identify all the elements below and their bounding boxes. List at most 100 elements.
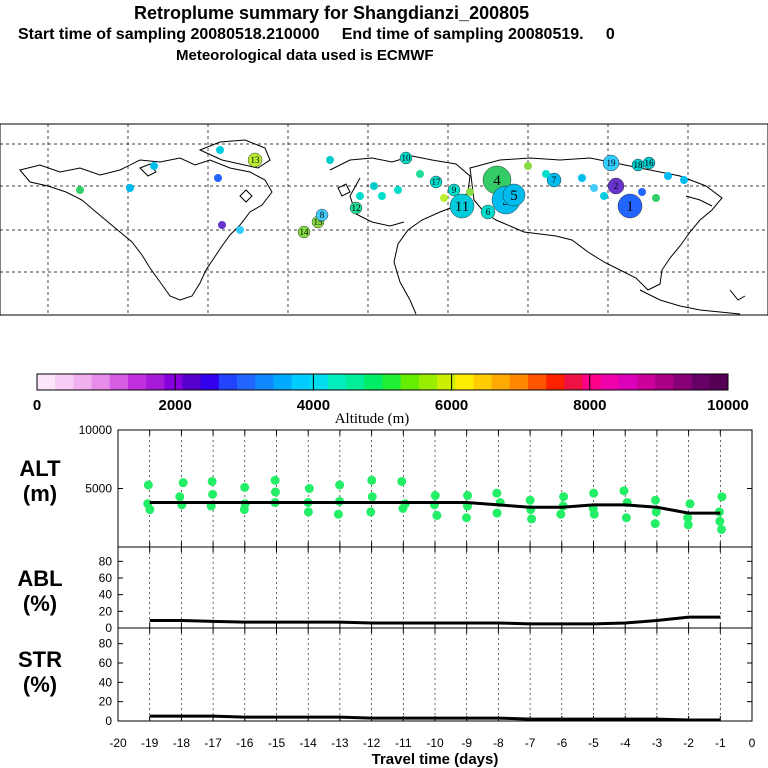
plume-label: 16 — [645, 158, 655, 168]
x-tick-label: -2 — [683, 736, 694, 750]
colorbar-swatch — [601, 374, 620, 390]
scatter-point — [367, 476, 376, 485]
scatter-point — [304, 507, 313, 516]
colorbar-swatch — [564, 374, 583, 390]
scatter-point — [366, 507, 375, 516]
panel-frame — [118, 430, 752, 547]
scatter-point — [619, 486, 628, 495]
scatter-point — [431, 491, 440, 500]
x-tick-label: -3 — [652, 736, 663, 750]
colorbar-swatch — [383, 374, 402, 390]
scatter-point — [271, 476, 280, 485]
x-tick-label: -16 — [236, 736, 254, 750]
plume-label: 19 — [607, 158, 617, 168]
plume-dot — [394, 186, 402, 194]
scatter-point — [622, 513, 631, 522]
scatter-point — [589, 489, 598, 498]
colorbar-swatch — [692, 374, 711, 390]
panel-alt: 500010000ALT(m) — [19, 423, 752, 547]
plume-dot — [578, 174, 586, 182]
map-frame — [0, 124, 768, 315]
scatter-point — [240, 483, 249, 492]
x-tick-label: -5 — [588, 736, 599, 750]
colorbar-swatch — [182, 374, 201, 390]
x-tick-label: -15 — [268, 736, 286, 750]
colorbar-swatch — [364, 374, 383, 390]
plume-label: 8 — [320, 210, 325, 220]
scatter-point — [179, 478, 188, 487]
retroplume-map: 43511121918169171012131415678 — [0, 124, 768, 315]
y-tick-label: 5000 — [85, 482, 112, 496]
panel-unit: (%) — [23, 672, 57, 697]
scatter-point — [492, 489, 501, 498]
plume-label: 6 — [486, 207, 491, 217]
colorbar-swatch — [419, 374, 438, 390]
y-tick-label: 0 — [105, 621, 112, 635]
plume-label: 14 — [300, 227, 310, 237]
scatter-point — [715, 517, 724, 526]
x-tick-label: -17 — [204, 736, 222, 750]
plume-label: 12 — [352, 203, 361, 213]
scatter-point — [305, 484, 314, 493]
plume-label: 17 — [432, 177, 442, 187]
y-tick-label: 60 — [99, 656, 113, 670]
colorbar-swatch — [164, 374, 183, 390]
x-tick-label: -8 — [493, 736, 504, 750]
scatter-point — [559, 492, 568, 501]
plume-dot — [440, 194, 448, 202]
x-tick-label: -11 — [395, 736, 412, 750]
x-tick-label: -10 — [426, 736, 444, 750]
plume-label: 2 — [614, 181, 619, 191]
colorbar-tick-label: 4000 — [297, 397, 330, 414]
colorbar-swatch — [455, 374, 474, 390]
scatter-point — [462, 513, 471, 522]
y-tick-label: 60 — [99, 571, 113, 585]
scatter-point — [334, 510, 343, 519]
plume-dot — [680, 176, 688, 184]
colorbar-tick-label: 0 — [33, 397, 41, 414]
plume-dot — [638, 188, 646, 196]
colorbar-swatch — [328, 374, 347, 390]
plume-dot — [356, 192, 364, 200]
y-tick-label: 0 — [105, 714, 112, 728]
scatter-point — [651, 519, 660, 528]
colorbar-swatch — [37, 374, 56, 390]
plume-label: 13 — [251, 155, 261, 165]
plume-dot — [466, 188, 474, 196]
plume-dot — [524, 162, 532, 170]
colorbar-swatch — [92, 374, 111, 390]
scatter-point — [144, 480, 153, 489]
plume-label: 5 — [510, 188, 518, 204]
plume-dot — [416, 170, 424, 178]
scatter-point — [651, 496, 660, 505]
scatter-point — [493, 509, 502, 518]
plume-dot — [326, 156, 334, 164]
scatter-point — [208, 477, 217, 486]
scatter-point — [271, 488, 280, 497]
colorbar-swatch — [73, 374, 92, 390]
plume-dot — [236, 226, 244, 234]
colorbar-swatch — [673, 374, 692, 390]
colorbar-swatch — [146, 374, 165, 390]
scatter-point — [208, 490, 217, 499]
colorbar-swatch — [401, 374, 420, 390]
y-tick-label: 40 — [99, 588, 113, 602]
plume-dot — [652, 194, 660, 202]
colorbar-tick-label: 2000 — [159, 397, 192, 414]
mean-line — [150, 716, 721, 720]
y-tick-label: 80 — [99, 637, 113, 651]
plume-label: 10 — [402, 153, 412, 163]
x-tick-label: -13 — [331, 736, 349, 750]
x-tick-label: -7 — [525, 736, 536, 750]
colorbar-swatch — [546, 374, 565, 390]
panel-title: STR — [18, 647, 62, 672]
figure-canvas: 43511121918169171012131415678 0200040006… — [0, 0, 768, 768]
colorbar-swatch — [219, 374, 238, 390]
colorbar-swatch — [710, 374, 729, 390]
colorbar-title: Altitude (m) — [335, 411, 410, 427]
scatter-point — [684, 520, 693, 529]
x-tick-label: -19 — [141, 736, 159, 750]
y-tick-label: 20 — [99, 695, 113, 709]
plume-dot — [150, 162, 158, 170]
colorbar-swatch — [346, 374, 365, 390]
